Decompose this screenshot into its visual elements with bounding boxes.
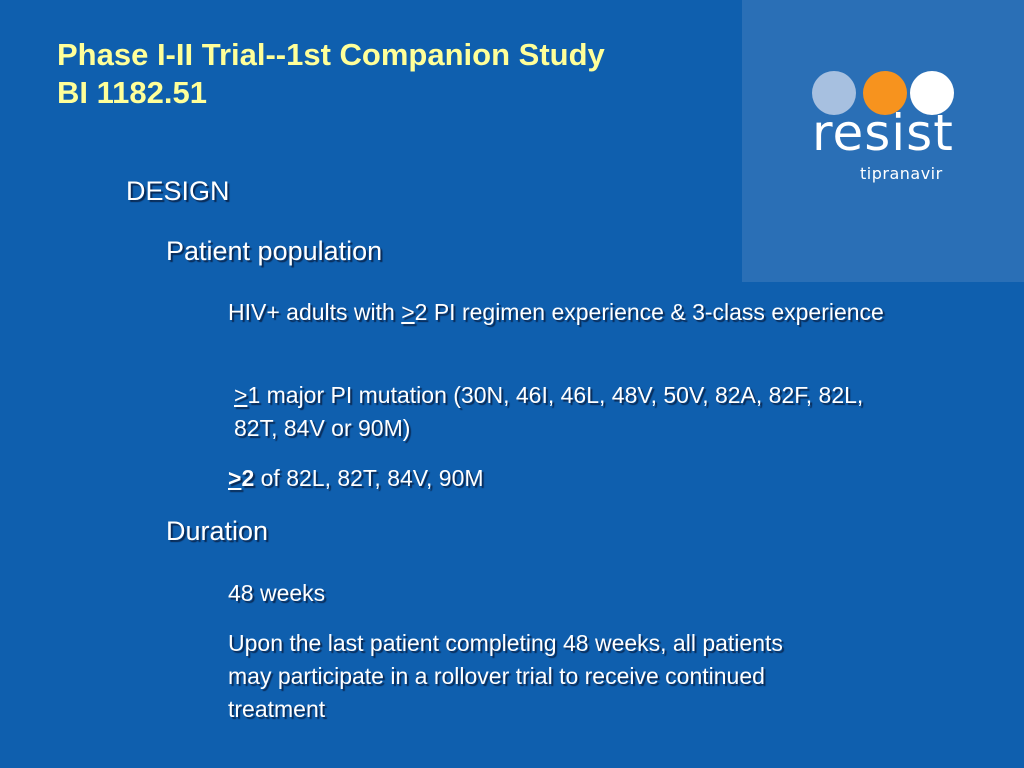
logo-dot-light-blue: [812, 71, 856, 115]
mutation-count-number: 2: [241, 465, 255, 491]
logo-panel: resist tipranavir: [742, 0, 1024, 282]
greater-equal-symbol: >: [401, 299, 415, 325]
logo-dot-white: [910, 71, 954, 115]
slide-title-line1: Phase I-II Trial--1st Companion Study: [57, 37, 605, 72]
population-bullet-mutation-count: >2 of 82L, 82T, 84V, 90M: [228, 462, 908, 495]
population-bullet-regimen-rest: 2 PI regimen experience & 3-class experi…: [414, 299, 884, 325]
slide-title: Phase I-II Trial--1st Companion Study BI…: [57, 36, 605, 112]
population-bullet-mutation-rest: 1 major PI mutation (30N, 46I, 46L, 48V,…: [234, 382, 864, 441]
duration-bullet-rollover: Upon the last patient completing 48 week…: [228, 630, 783, 722]
logo-dot-orange: [863, 71, 907, 115]
design-heading: DESIGN: [126, 176, 230, 206]
patient-population-heading: Patient population: [166, 236, 383, 266]
mutation-count-rest: of 82L, 82T, 84V, 90M: [254, 465, 484, 491]
greater-equal-symbol: >: [234, 382, 248, 408]
slide-title-line2: BI 1182.51: [57, 75, 207, 110]
duration-bullet-weeks: 48 weeks: [228, 580, 326, 606]
population-bullet-mutation: >1 major PI mutation (30N, 46I, 46L, 48V…: [234, 379, 904, 445]
population-bullet-regimen: HIV+ adults with >2 PI regimen experienc…: [228, 296, 908, 329]
duration-heading: Duration: [166, 516, 269, 546]
population-bullet-regimen-prefix: HIV+ adults with: [228, 299, 402, 325]
logo-subtitle: tipranavir: [860, 164, 943, 183]
logo-wordmark: resist: [812, 104, 954, 162]
greater-equal-symbol: >: [228, 465, 242, 491]
